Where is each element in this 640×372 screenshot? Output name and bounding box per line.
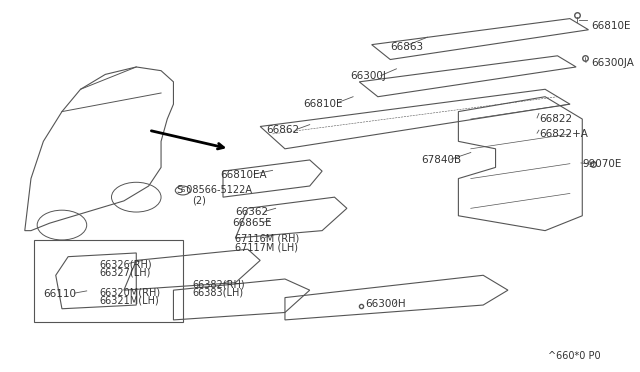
Text: 66865E: 66865E — [232, 218, 272, 228]
Text: 66300H: 66300H — [365, 299, 406, 309]
Text: 67116M (RH): 67116M (RH) — [236, 233, 300, 243]
Text: 66862: 66862 — [266, 125, 300, 135]
Text: 66810EA: 66810EA — [220, 170, 266, 180]
Text: S 08566-5122A: S 08566-5122A — [177, 185, 252, 195]
Text: 66382(RH): 66382(RH) — [192, 280, 244, 289]
Text: 66822+A: 66822+A — [539, 129, 588, 139]
Text: 99070E: 99070E — [582, 159, 621, 169]
Text: ^660*0 P0: ^660*0 P0 — [548, 351, 601, 361]
Text: 66383(LH): 66383(LH) — [192, 288, 243, 298]
Text: 66810E: 66810E — [303, 99, 343, 109]
Text: 67840B: 67840B — [421, 155, 461, 165]
Text: 66326(RH): 66326(RH) — [99, 259, 152, 269]
Text: 66110: 66110 — [44, 289, 76, 299]
Text: 66327(LH): 66327(LH) — [99, 267, 150, 277]
Text: (2): (2) — [192, 196, 206, 206]
Text: 67117M (LH): 67117M (LH) — [236, 243, 298, 252]
Text: 66362: 66362 — [236, 207, 269, 217]
Text: 66822: 66822 — [539, 114, 572, 124]
Text: 66321M(LH): 66321M(LH) — [99, 296, 159, 305]
Text: 66810E: 66810E — [591, 21, 631, 31]
Text: 66320M(RH): 66320M(RH) — [99, 288, 160, 298]
Text: S: S — [180, 187, 185, 193]
Text: 66300J: 66300J — [350, 71, 386, 81]
Text: 66300JA: 66300JA — [591, 58, 634, 68]
Text: 66863: 66863 — [390, 42, 424, 51]
